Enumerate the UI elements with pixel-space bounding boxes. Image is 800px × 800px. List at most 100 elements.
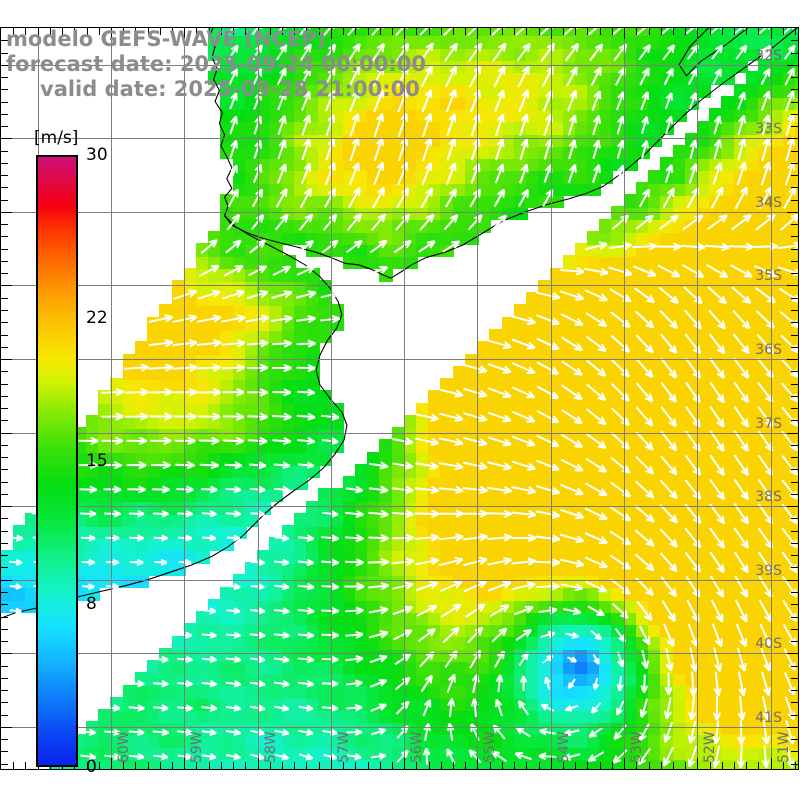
- axis-tick: [196, 762, 197, 769]
- axis-tick: [343, 762, 344, 769]
- axis-tick: [1, 224, 8, 225]
- gridline-latitude: [1, 653, 798, 654]
- gridline-longitude: [551, 28, 552, 769]
- latitude-label: 32S: [755, 48, 782, 64]
- axis-tick: [233, 28, 234, 35]
- axis-tick: [795, 762, 796, 769]
- axis-tick: [787, 212, 798, 213]
- axis-tick: [62, 28, 63, 35]
- axis-tick: [331, 28, 332, 39]
- colorbar-tick-label: 15: [86, 451, 108, 471]
- axis-tick: [787, 65, 798, 66]
- gridline-longitude: [184, 28, 185, 769]
- axis-tick: [258, 758, 259, 769]
- axis-tick: [791, 371, 798, 372]
- axis-tick: [787, 580, 798, 581]
- axis-tick: [710, 762, 711, 769]
- longitude-label: 51W: [776, 731, 792, 763]
- axis-tick: [1, 543, 8, 544]
- latitude-label: 35S: [755, 268, 782, 284]
- axis-tick: [490, 28, 491, 35]
- axis-tick: [783, 762, 784, 769]
- axis-tick: [1, 396, 8, 397]
- axis-tick: [722, 28, 723, 35]
- axis-tick: [758, 762, 759, 769]
- axis-tick: [791, 420, 798, 421]
- axis-tick: [404, 758, 405, 769]
- axis-tick: [685, 28, 686, 35]
- colorbar-unit-label: [m/s]: [34, 128, 79, 148]
- axis-tick: [453, 28, 454, 35]
- axis-tick: [771, 28, 772, 39]
- axis-tick: [502, 762, 503, 769]
- axis-tick: [1, 249, 8, 250]
- axis-tick: [1, 114, 8, 115]
- gridline-latitude: [1, 506, 798, 507]
- gridline-longitude: [404, 28, 405, 769]
- axis-tick: [441, 28, 442, 35]
- axis-tick: [50, 28, 51, 35]
- axis-tick: [1, 617, 8, 618]
- latitude-label: 34S: [755, 195, 782, 211]
- axis-tick: [791, 408, 798, 409]
- axis-tick: [294, 28, 295, 35]
- axis-tick: [429, 762, 430, 769]
- axis-tick: [673, 28, 674, 35]
- axis-tick: [791, 175, 798, 176]
- axis-tick: [791, 151, 798, 152]
- axis-tick: [791, 126, 798, 127]
- gridline-latitude: [1, 580, 798, 581]
- colorbar-tick-label: 22: [86, 308, 108, 329]
- axis-tick: [355, 762, 356, 769]
- longitude-label: 58W: [263, 731, 279, 763]
- colorbar-tick-label: 0: [86, 757, 97, 777]
- axis-tick: [636, 28, 637, 35]
- axis-tick: [1, 187, 8, 188]
- axis-tick: [791, 347, 798, 348]
- axis-tick: [184, 758, 185, 769]
- axis-tick: [1, 469, 8, 470]
- axis-tick: [343, 28, 344, 35]
- axis-tick: [1, 457, 8, 458]
- axis-tick: [636, 762, 637, 769]
- axis-tick: [465, 762, 466, 769]
- axis-tick: [233, 762, 234, 769]
- map-plot-area[interactable]: 61W60W59W58W57W56W55W54W53W52W51W32S33S3…: [0, 27, 799, 770]
- axis-tick: [123, 762, 124, 769]
- axis-tick: [1, 163, 8, 164]
- axis-tick: [1, 371, 8, 372]
- colorbar-tick-label: 30: [86, 145, 108, 165]
- axis-tick: [526, 28, 527, 35]
- axis-tick: [490, 762, 491, 769]
- axis-tick: [1, 506, 12, 507]
- axis-tick: [624, 758, 625, 769]
- axis-tick: [306, 28, 307, 35]
- axis-tick: [791, 310, 798, 311]
- axis-tick: [783, 28, 784, 35]
- axis-tick: [791, 273, 798, 274]
- axis-tick: [575, 762, 576, 769]
- axis-tick: [746, 762, 747, 769]
- latitude-label: 38S: [755, 489, 782, 505]
- axis-tick: [148, 28, 149, 35]
- axis-tick: [465, 28, 466, 35]
- axis-tick: [13, 28, 14, 35]
- latitude-label: 39S: [755, 563, 782, 579]
- axis-tick: [258, 28, 259, 39]
- gridline-latitude: [1, 138, 798, 139]
- axis-tick: [1, 494, 8, 495]
- axis-tick: [791, 592, 798, 593]
- axis-tick: [1, 175, 8, 176]
- latitude-label: 41S: [755, 710, 782, 726]
- axis-tick: [787, 433, 798, 434]
- axis-tick: [791, 335, 798, 336]
- axis-tick: [791, 40, 798, 41]
- colorbar: [m/s] 30 22 15 8 0: [34, 128, 108, 777]
- axis-tick: [791, 690, 798, 691]
- axis-tick: [587, 762, 588, 769]
- axis-tick: [160, 28, 161, 35]
- axis-tick: [1, 715, 8, 716]
- axis-tick: [697, 28, 698, 39]
- axis-tick: [1, 604, 8, 605]
- latitude-label: 37S: [755, 416, 782, 432]
